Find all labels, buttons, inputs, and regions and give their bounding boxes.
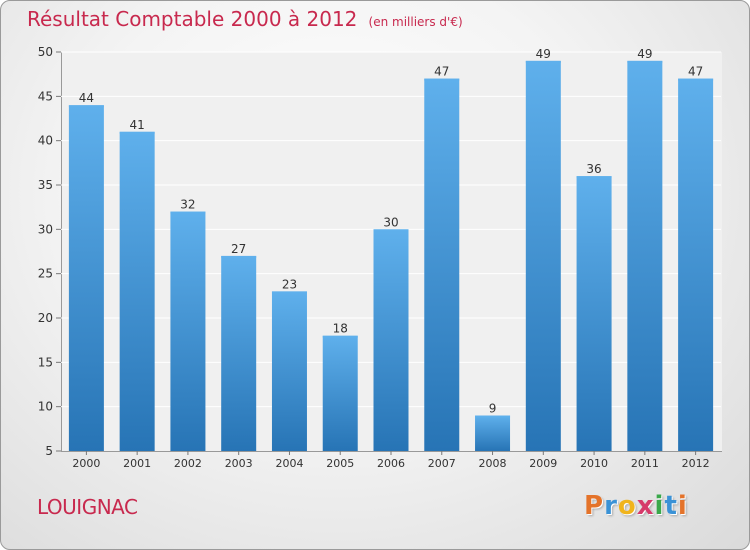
data-label: 27 — [231, 242, 246, 256]
data-label: 18 — [333, 322, 348, 336]
bar-highlight — [627, 60, 663, 63]
logo-letter: x — [636, 491, 655, 521]
x-tick-label: 2000 — [72, 457, 100, 470]
bar — [221, 255, 257, 451]
bar — [424, 78, 460, 451]
bar-highlight — [68, 105, 104, 108]
bar-highlight — [424, 78, 460, 81]
y-tick-label: 15 — [38, 355, 53, 369]
logo-letter: i — [654, 491, 665, 521]
chart-title-main: Résultat Comptable 2000 à 2012 — [27, 7, 358, 31]
bar-highlight — [373, 229, 409, 232]
x-tick-label: 2002 — [174, 457, 202, 470]
chart-title: Résultat Comptable 2000 à 2012 (en milli… — [27, 7, 463, 31]
data-label: 47 — [434, 65, 449, 79]
data-label: 36 — [586, 162, 601, 176]
data-label: 23 — [282, 277, 297, 291]
logo-letter: i — [677, 491, 688, 521]
x-tick-label: 2006 — [377, 457, 405, 470]
y-tick-label: 35 — [38, 178, 53, 192]
data-label: 41 — [130, 118, 145, 132]
bar-highlight — [525, 60, 561, 63]
bar — [627, 60, 663, 451]
bar-highlight — [475, 415, 511, 418]
logo-letter: o — [617, 491, 637, 521]
bar-highlight — [678, 78, 714, 81]
y-tick-label: 10 — [38, 400, 53, 414]
bar-highlight — [576, 176, 612, 179]
bar — [68, 105, 104, 451]
data-label: 30 — [383, 215, 398, 229]
x-tick-label: 2004 — [275, 457, 303, 470]
bar — [271, 291, 307, 451]
bar — [678, 78, 714, 451]
chart-title-unit: (en milliers d'€) — [368, 15, 463, 29]
bar — [119, 131, 155, 452]
x-tick-label: 2001 — [123, 457, 151, 470]
x-tick-label: 2008 — [479, 457, 507, 470]
x-tick-label: 2007 — [428, 457, 456, 470]
data-label: 32 — [180, 198, 195, 212]
logo-letter: t — [664, 491, 678, 521]
bar-highlight — [322, 335, 358, 338]
y-tick-label: 40 — [38, 134, 53, 148]
bar — [322, 335, 358, 451]
bar — [373, 229, 409, 451]
data-label: 47 — [688, 65, 703, 79]
y-tick-label: 25 — [38, 267, 53, 281]
bar — [475, 415, 511, 451]
bar-highlight — [170, 211, 206, 214]
bar — [576, 176, 612, 451]
data-label: 49 — [536, 47, 551, 61]
bar-highlight — [221, 255, 257, 258]
y-tick-label: 50 — [38, 45, 53, 59]
bar — [170, 211, 206, 451]
proxiti-logo: Proxiti — [584, 491, 688, 521]
bar-highlight — [271, 291, 307, 294]
y-tick-label: 5 — [45, 444, 53, 458]
logo-letter: r — [604, 491, 618, 521]
data-label: 9 — [489, 402, 497, 416]
x-tick-label: 2009 — [529, 457, 557, 470]
commune-name: LOUIGNAC — [37, 495, 138, 519]
bar-highlight — [119, 131, 155, 134]
x-tick-label: 2012 — [682, 457, 710, 470]
y-tick-label: 45 — [38, 89, 53, 103]
x-tick-label: 2003 — [225, 457, 253, 470]
data-label: 49 — [637, 47, 652, 61]
y-tick-label: 30 — [38, 222, 53, 236]
x-tick-label: 2005 — [326, 457, 354, 470]
bar — [525, 60, 561, 451]
y-tick-label: 20 — [38, 311, 53, 325]
logo-letter: P — [584, 491, 605, 521]
x-tick-label: 2011 — [631, 457, 659, 470]
data-label: 44 — [79, 91, 94, 105]
x-tick-label: 2010 — [580, 457, 608, 470]
